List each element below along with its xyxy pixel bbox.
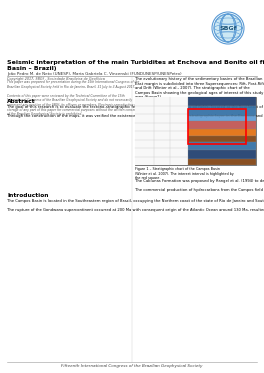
FancyBboxPatch shape — [188, 159, 256, 165]
FancyBboxPatch shape — [135, 97, 256, 165]
Text: João Pedro M. de Neto (UNESP), Maria Gabriela C. Vincenski (FUNDUNESP/UNESPetro): João Pedro M. de Neto (UNESP), Maria Gab… — [7, 72, 182, 76]
Circle shape — [214, 14, 242, 42]
FancyBboxPatch shape — [188, 97, 256, 106]
FancyBboxPatch shape — [188, 129, 256, 136]
Text: Fifteenth International Congress of the Brazilian Geophysical Society: Fifteenth International Congress of the … — [61, 364, 203, 368]
Text: Abstract: Abstract — [7, 99, 35, 104]
Text: SBGf: SBGf — [219, 26, 237, 31]
Text: Figure 1 – Stratigraphic chart of the Campos Basin
(Winter et al. 2007). The int: Figure 1 – Stratigraphic chart of the Ca… — [135, 167, 234, 180]
Text: The Campos Basin is located in the Southeastern region of Brazil, occupying the : The Campos Basin is located in the South… — [7, 199, 264, 212]
Text: Seismic interpretation of the main Turbidites at Enchova and Bonito oil fields (: Seismic interpretation of the main Turbi… — [7, 60, 264, 71]
Text: Copyright 2017, SBGf - Sociedade Brasileira de Geofísica: Copyright 2017, SBGf - Sociedade Brasile… — [7, 77, 105, 81]
Text: The Cabiunas Formation was proposed by Rangel et al. (1994) to designate the bas: The Cabiunas Formation was proposed by R… — [135, 179, 264, 192]
FancyBboxPatch shape — [135, 97, 188, 165]
FancyBboxPatch shape — [188, 142, 256, 150]
Text: Introduction: Introduction — [7, 193, 49, 198]
FancyBboxPatch shape — [188, 116, 256, 121]
Text: The goal of this research is to evaluate the tectono-stratigraphic features of E: The goal of this research is to evaluate… — [7, 105, 264, 118]
FancyBboxPatch shape — [188, 136, 256, 142]
FancyBboxPatch shape — [188, 121, 256, 129]
FancyBboxPatch shape — [188, 150, 256, 159]
FancyBboxPatch shape — [188, 106, 256, 116]
Text: This paper was prepared for presentation during the 15th International Congress : This paper was prepared for presentation… — [7, 80, 139, 116]
Text: The evolutionary history of the sedimentary basins of the Brazilian East margin : The evolutionary history of the sediment… — [135, 77, 264, 99]
